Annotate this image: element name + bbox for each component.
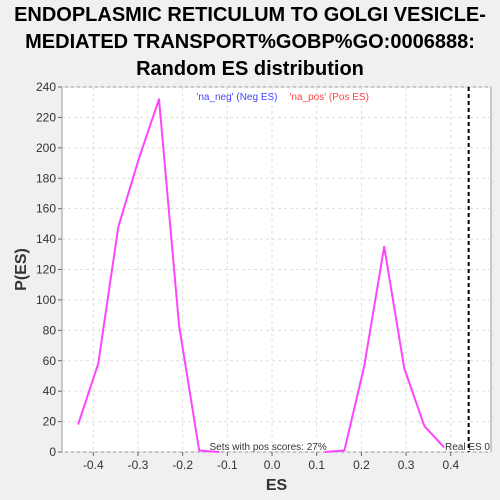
axes: 0 20 40 60 80 100 120 140 160 180 200 220 240 -0.4 -0.… [36,80,459,472]
pos-scores-annotation: Sets with pos scores: 27% [209,442,326,453]
x-tick-label: 0.0 [264,458,281,472]
x-tick-label: 0.2 [353,458,370,472]
chart-title-line-1: ENDOPLASMIC RETICULUM TO GOLGI VESICLE- [14,4,486,26]
y-tick-label: 120 [36,263,56,277]
y-tick-label: 60 [43,354,57,368]
chart-title-line-3: Random ES distribution [136,58,364,80]
series-lines [77,98,445,453]
x-tick-label: -0.1 [217,458,238,472]
x-tick-label: -0.4 [83,458,104,472]
legend-neg-label: 'na_neg' (Neg ES) [196,92,277,103]
chart-title-line-2: MEDIATED TRANSPORT%GOBP%GO:0006888: [25,31,475,53]
y-tick-label: 240 [36,80,56,94]
plot-area [61,86,492,453]
y-axis-label: P(ES) [13,248,30,291]
y-tick-label: 20 [43,415,57,429]
chart-title: ENDOPLASMIC RETICULUM TO GOLGI VESICLE- … [0,2,500,83]
x-tick-label: 0.1 [308,458,325,472]
y-tick-label: 180 [36,171,56,185]
x-tick-label: -0.3 [128,458,149,472]
y-tick-label: 80 [43,323,57,337]
x-tick-label: 0.3 [398,458,415,472]
series-line-neg [77,98,220,453]
legend-pos-label: 'na_pos' (Pos ES) [290,92,369,103]
y-tick-label: 0 [49,445,56,459]
y-tick-label: 200 [36,141,56,155]
y-tick-label: 140 [36,232,56,246]
x-tick-label: 0.4 [442,458,459,472]
y-tick-label: 220 [36,110,56,124]
y-tick-label: 100 [36,293,56,307]
y-tick-label: 40 [43,384,57,398]
x-tick-label: -0.2 [172,458,193,472]
real-es-label: Real ES 0 [445,442,490,453]
y-tick-label: 160 [36,202,56,216]
grid-lines [62,86,491,453]
series-line-pos [324,245,445,453]
x-axis-label: ES [266,477,288,494]
